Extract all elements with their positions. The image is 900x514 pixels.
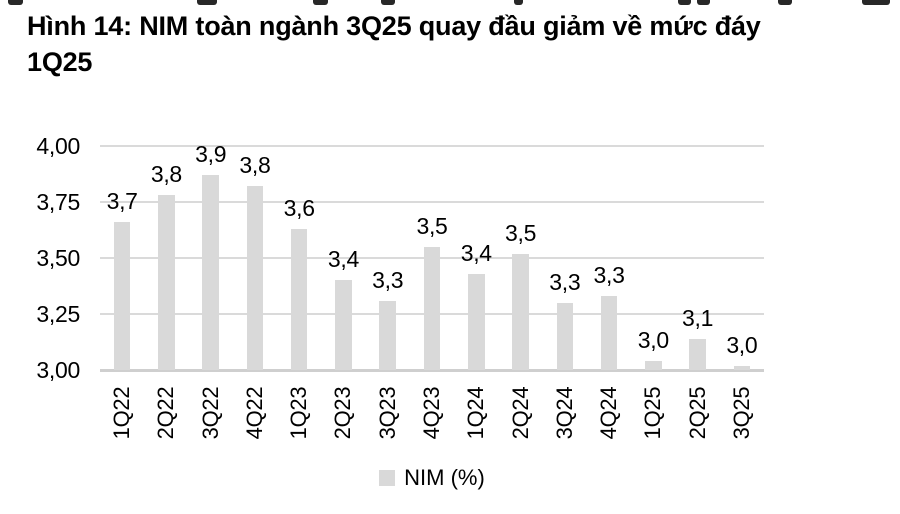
bar-3Q22 [202, 175, 219, 370]
x-axis-label-4Q23: 4Q23 [419, 386, 444, 440]
chart-title-line1: Hình 14: NIM toàn ngành 3Q25 quay đầu gi… [27, 11, 761, 41]
bar-2Q24 [512, 253, 529, 370]
data-label-3Q23: 3,3 [372, 266, 404, 293]
x-axis-line [100, 369, 764, 372]
x-axis-label-4Q22: 4Q22 [241, 386, 267, 440]
x-axis-label-2Q22: 2Q22 [153, 386, 179, 440]
gridline [100, 145, 764, 147]
data-label-1Q25: 3,0 [637, 327, 669, 354]
bar-4Q22 [246, 186, 264, 370]
bar-1Q22 [113, 222, 131, 370]
y-axis-tick-label: 3,00 [36, 357, 80, 383]
data-label-2Q24: 3,5 [504, 219, 537, 246]
bar-2Q25 [689, 338, 706, 370]
y-axis-tick-label: 3,25 [36, 301, 80, 327]
y-axis-tick-label: 4,00 [36, 133, 80, 159]
bar-1Q24 [468, 273, 485, 370]
chart-legend: NIM (%) [100, 464, 764, 492]
x-axis-label-3Q23: 3Q23 [374, 386, 400, 440]
chart-title-line2: 1Q25 [27, 47, 93, 77]
x-axis-label-2Q24: 2Q24 [507, 386, 533, 440]
legend-swatch-nim [379, 470, 396, 486]
bar-2Q23 [335, 280, 352, 370]
chart-title: Hình 14: NIM toàn ngành 3Q25 quay đầu gi… [27, 8, 887, 80]
data-label-1Q23: 3,6 [283, 194, 315, 221]
bar-1Q25 [645, 361, 662, 370]
x-axis-label-1Q24: 1Q24 [463, 386, 489, 440]
bar-4Q23 [423, 246, 441, 370]
x-axis-label-2Q23: 2Q23 [330, 386, 356, 440]
x-axis-label-1Q25: 1Q25 [640, 386, 666, 440]
bar-2Q22 [158, 195, 175, 370]
x-axis-label-3Q25: 3Q25 [728, 386, 754, 440]
legend-label-nim: NIM (%) [404, 465, 485, 490]
y-axis-tick-label: 3,50 [36, 245, 80, 271]
bar-3Q24 [556, 302, 574, 370]
bar-3Q25 [733, 365, 751, 370]
data-label-2Q23: 3,4 [327, 246, 359, 273]
x-axis-label-1Q22: 1Q22 [109, 386, 135, 440]
bar-1Q23 [290, 228, 308, 370]
y-axis-tick-label: 3,75 [36, 189, 80, 215]
gridline [100, 201, 764, 203]
x-axis-label-1Q23: 1Q23 [286, 386, 312, 440]
x-axis-label-2Q25: 2Q25 [684, 386, 710, 440]
x-axis-label-3Q22: 3Q22 [197, 386, 223, 440]
data-label-2Q25: 3,1 [682, 304, 714, 331]
cropped-text-fragments [0, 0, 900, 8]
x-axis-label-4Q24: 4Q24 [596, 386, 622, 440]
data-label-1Q22: 3,7 [106, 188, 138, 215]
data-label-1Q24: 3,4 [460, 239, 492, 266]
bar-3Q23 [379, 300, 396, 370]
x-axis-label-3Q24: 3Q24 [551, 386, 577, 440]
data-label-4Q22: 3,8 [239, 152, 271, 179]
nim-bar-chart: 4,00 3,75 3,50 3,25 3,00 3,7 1Q22 3,8 2Q22 3,9 3Q2… [36, 133, 764, 440]
data-label-4Q24: 3,3 [593, 262, 625, 289]
data-label-4Q23: 3,5 [416, 212, 448, 239]
data-label-2Q22: 3,8 [150, 161, 182, 188]
bar-4Q24 [600, 296, 618, 370]
data-label-3Q24: 3,3 [549, 268, 581, 295]
data-label-3Q22: 3,9 [195, 141, 227, 168]
data-label-3Q25: 3,0 [726, 331, 758, 358]
